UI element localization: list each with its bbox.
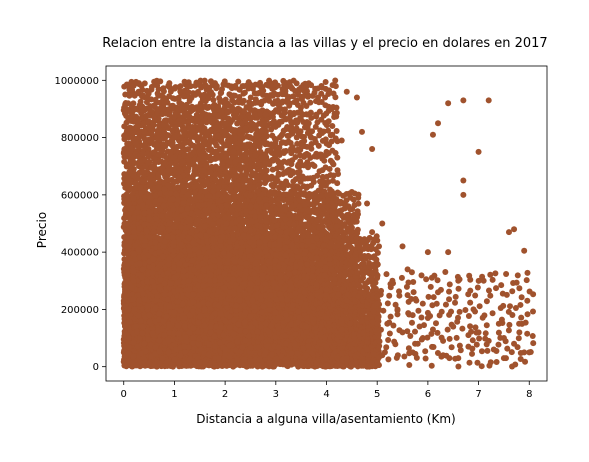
chart-title: Relacion entre la distancia a las villas… — [102, 36, 547, 51]
scatter-point-dense-0 — [332, 150, 339, 157]
scatter-point-dense-0 — [311, 163, 318, 170]
plot-area — [120, 77, 537, 370]
scatter-point-dense-2 — [167, 190, 174, 197]
scatter-point-dense-0 — [322, 136, 329, 143]
scatter-point-dense-0 — [334, 180, 341, 187]
scatter-point-dense-0 — [321, 157, 328, 164]
scatter-point-dense-0 — [201, 77, 208, 84]
scatter-point-dense-1 — [185, 146, 192, 153]
scatter-point-dense-0 — [157, 78, 164, 85]
scatter-point-dense-0 — [293, 80, 300, 87]
scatter-point-dense-0 — [307, 99, 314, 106]
scatter-point-dense-0 — [334, 167, 341, 174]
scatter-point-dense-0 — [333, 109, 340, 116]
scatter-point-dense-0 — [325, 118, 332, 125]
scatter-point-dense-0 — [329, 122, 336, 129]
scatter-point-dense-0 — [326, 166, 333, 173]
scatter-point-dense-0 — [333, 128, 340, 135]
scatter-point-dense-0 — [245, 79, 252, 86]
scatter-point-dense-0 — [177, 83, 184, 90]
scatter-point-dense-2 — [225, 193, 232, 200]
scatter-point-dense-0 — [130, 100, 137, 107]
scatter-point-dense-0 — [315, 142, 322, 149]
scatter-point-dense-0 — [143, 99, 150, 106]
scatter-point-dense-0 — [332, 77, 339, 84]
scatter-point-dense-0 — [332, 135, 339, 142]
scatter-point-dense-0 — [332, 83, 339, 90]
scatter-point-dense-0 — [187, 83, 194, 90]
scatter-point-dense-0 — [141, 80, 148, 87]
scatter-point-dense-0 — [332, 94, 339, 101]
scatter-point-dense-1 — [184, 168, 191, 175]
scatter-point-dense-0 — [329, 159, 336, 166]
